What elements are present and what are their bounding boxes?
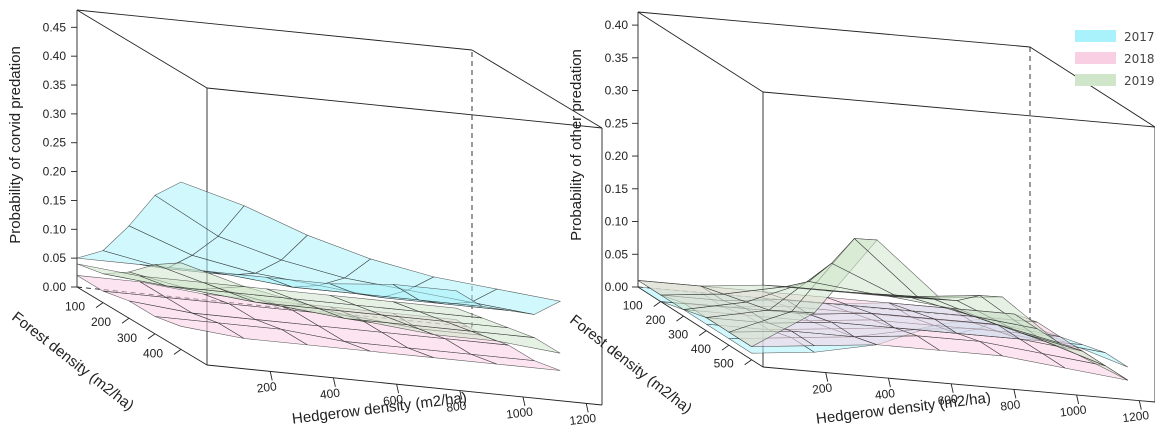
z-tick-label: 0.05 bbox=[605, 247, 629, 261]
x-tick-label: 400 bbox=[874, 386, 896, 402]
y-axis-line bbox=[76, 286, 208, 366]
surface-2017 bbox=[76, 181, 562, 315]
legend-swatch-2019 bbox=[1075, 74, 1116, 86]
legend-label-2017: 2017 bbox=[1124, 30, 1155, 44]
x-tick bbox=[522, 396, 526, 407]
x-tick bbox=[888, 378, 891, 388]
y-tick bbox=[173, 349, 182, 355]
x-tick-label: 200 bbox=[811, 380, 833, 396]
z-tick-label: 0.45 bbox=[43, 20, 67, 34]
y-tick bbox=[744, 359, 752, 366]
corvid-predation-panel: 0.00 0.05 0.10 0.15 0.20 0.25 0.30 0.35 0.40 0.45… bbox=[7, 9, 603, 428]
z-tick-label: 0.35 bbox=[43, 78, 67, 92]
x-tick bbox=[1076, 394, 1080, 405]
z-tick-label: 0.20 bbox=[43, 165, 67, 179]
x-tick bbox=[332, 377, 336, 387]
y-tick-label: 100 bbox=[623, 299, 643, 313]
z-tick-label: 0.40 bbox=[43, 49, 67, 63]
box-top-left-edge bbox=[637, 11, 764, 93]
y-tick bbox=[698, 330, 707, 337]
legend-swatch-2017 bbox=[1075, 30, 1116, 42]
y-tick bbox=[121, 317, 130, 324]
z-tick-label: 0.10 bbox=[605, 215, 629, 229]
x-tick-label: 200 bbox=[256, 379, 278, 395]
y-tick bbox=[95, 302, 104, 308]
y-tick-label: 400 bbox=[691, 342, 711, 356]
z-tick-label: 0.15 bbox=[43, 193, 67, 207]
box-top-right-edge bbox=[471, 49, 603, 129]
legend-label-2018: 2018 bbox=[1124, 52, 1155, 66]
box-top-left-edge bbox=[76, 9, 208, 89]
x-tick bbox=[269, 371, 273, 381]
box-top-front-edge bbox=[762, 91, 1155, 128]
z-tick-label: 0.30 bbox=[43, 107, 67, 121]
x-tick-label: 800 bbox=[1000, 397, 1022, 413]
x-axis-line bbox=[762, 366, 1155, 403]
box-top-right-edge bbox=[1029, 46, 1155, 128]
y-tick bbox=[653, 301, 661, 307]
z-tick-label: 0.30 bbox=[605, 84, 629, 98]
z-axis-title: Probability of corvid predation bbox=[7, 46, 24, 244]
y-tick bbox=[721, 344, 730, 351]
z-tick-label: 0.05 bbox=[43, 251, 67, 265]
z-tick-label: 0.25 bbox=[605, 116, 629, 130]
legend-swatch-2018 bbox=[1075, 52, 1116, 64]
x-tick-label: 600 bbox=[937, 392, 959, 408]
z-tick-label: 0.00 bbox=[605, 280, 629, 294]
x-tick bbox=[396, 384, 400, 394]
y-tick-label: 300 bbox=[117, 331, 137, 345]
legend: 2017 2018 2019 bbox=[1075, 30, 1155, 88]
surface-cell-2019 bbox=[951, 308, 1038, 329]
x-tick-label: 800 bbox=[446, 398, 468, 414]
surface-2019 bbox=[76, 262, 561, 354]
z-tick-label: 0.00 bbox=[43, 280, 67, 294]
x-tick-label: 400 bbox=[319, 386, 341, 402]
x-tick-label: 1000 bbox=[505, 404, 534, 421]
x-tick bbox=[585, 403, 589, 413]
box-top-back-edge bbox=[76, 9, 473, 51]
x-tick-label: 1200 bbox=[569, 411, 598, 428]
y-tick-label: 400 bbox=[143, 346, 163, 360]
z-tick-label: 0.15 bbox=[605, 182, 629, 196]
y-tick bbox=[676, 315, 684, 322]
z-tick-label: 0.40 bbox=[605, 18, 629, 32]
x-tick bbox=[1138, 400, 1142, 410]
x-tick bbox=[950, 383, 954, 393]
z-tick-label: 0.25 bbox=[43, 136, 67, 150]
x-tick-label: 1000 bbox=[1059, 402, 1088, 419]
y-tick-label: 300 bbox=[668, 328, 688, 342]
x-tick bbox=[825, 372, 829, 382]
z-axis-title: Probability of other predation bbox=[568, 49, 585, 241]
x-axis-title: Hedgerow density (m2/ha) bbox=[291, 389, 468, 427]
surface-cell-2017 bbox=[392, 284, 483, 307]
y-tick bbox=[147, 333, 156, 340]
surface-cell-2019 bbox=[392, 301, 483, 319]
y-tick-label: 100 bbox=[65, 300, 85, 314]
y-tick-label: 500 bbox=[714, 357, 734, 371]
other-predation-panel: 0.00 0.05 0.10 0.15 0.20 0.25 0.30 0.35 0.40 200 4… bbox=[566, 11, 1155, 428]
surface-2019 bbox=[637, 238, 1129, 381]
z-tick-label: 0.10 bbox=[43, 222, 67, 236]
legend-label-2019: 2019 bbox=[1124, 74, 1155, 88]
x-tick-label: 1200 bbox=[1122, 408, 1151, 425]
x-axis-title: Hedgerow density (m2/ha) bbox=[815, 389, 992, 427]
y-tick-label: 200 bbox=[91, 315, 111, 329]
box-top-front-edge bbox=[206, 87, 603, 129]
x-tick bbox=[459, 390, 463, 400]
y-tick-label: 200 bbox=[645, 313, 665, 327]
z-tick-label: 0.35 bbox=[605, 51, 629, 65]
x-axis-line bbox=[206, 364, 603, 406]
x-tick-label: 600 bbox=[382, 392, 404, 408]
x-tick bbox=[1013, 389, 1017, 399]
box-top-back-edge bbox=[637, 11, 1031, 48]
z-tick-label: 0.20 bbox=[605, 149, 629, 163]
y-axis-title: Forest density (m2/ha) bbox=[8, 309, 137, 415]
